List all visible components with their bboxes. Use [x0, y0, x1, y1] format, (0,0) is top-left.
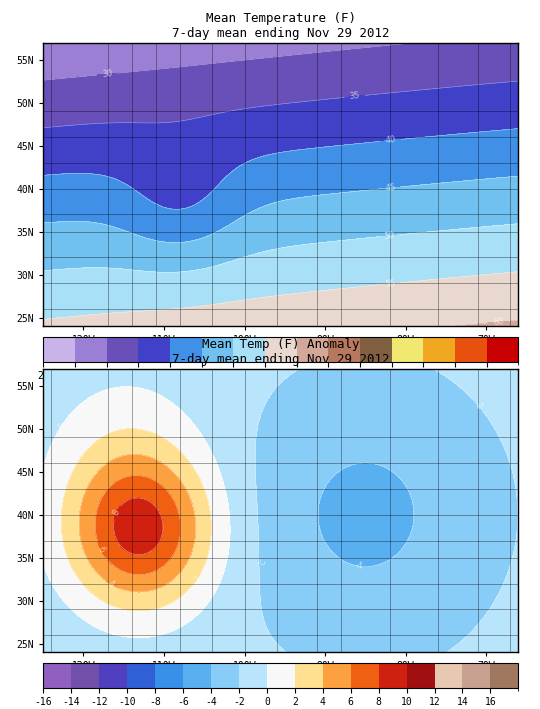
Text: 0: 0 [56, 422, 66, 431]
Text: 45: 45 [385, 183, 396, 193]
Text: 55: 55 [385, 279, 396, 289]
Text: -2: -2 [472, 400, 484, 412]
Text: 2: 2 [192, 574, 202, 583]
Text: -4: -4 [354, 562, 363, 571]
Text: 4: 4 [106, 579, 116, 589]
Text: 40: 40 [385, 135, 396, 145]
Text: 8: 8 [111, 508, 122, 517]
Text: -2: -2 [254, 558, 264, 566]
Text: 50: 50 [384, 230, 395, 241]
Text: 30: 30 [102, 69, 113, 79]
Text: 60: 60 [492, 317, 504, 327]
Title: Mean Temperature (F)
7-day mean ending Nov 29 2012: Mean Temperature (F) 7-day mean ending N… [172, 12, 389, 40]
Text: 6: 6 [96, 545, 106, 554]
Text: 35: 35 [349, 91, 360, 101]
Title: Mean Temp (F) Anomaly
7-day mean ending Nov 29 2012: Mean Temp (F) Anomaly 7-day mean ending … [172, 338, 389, 366]
